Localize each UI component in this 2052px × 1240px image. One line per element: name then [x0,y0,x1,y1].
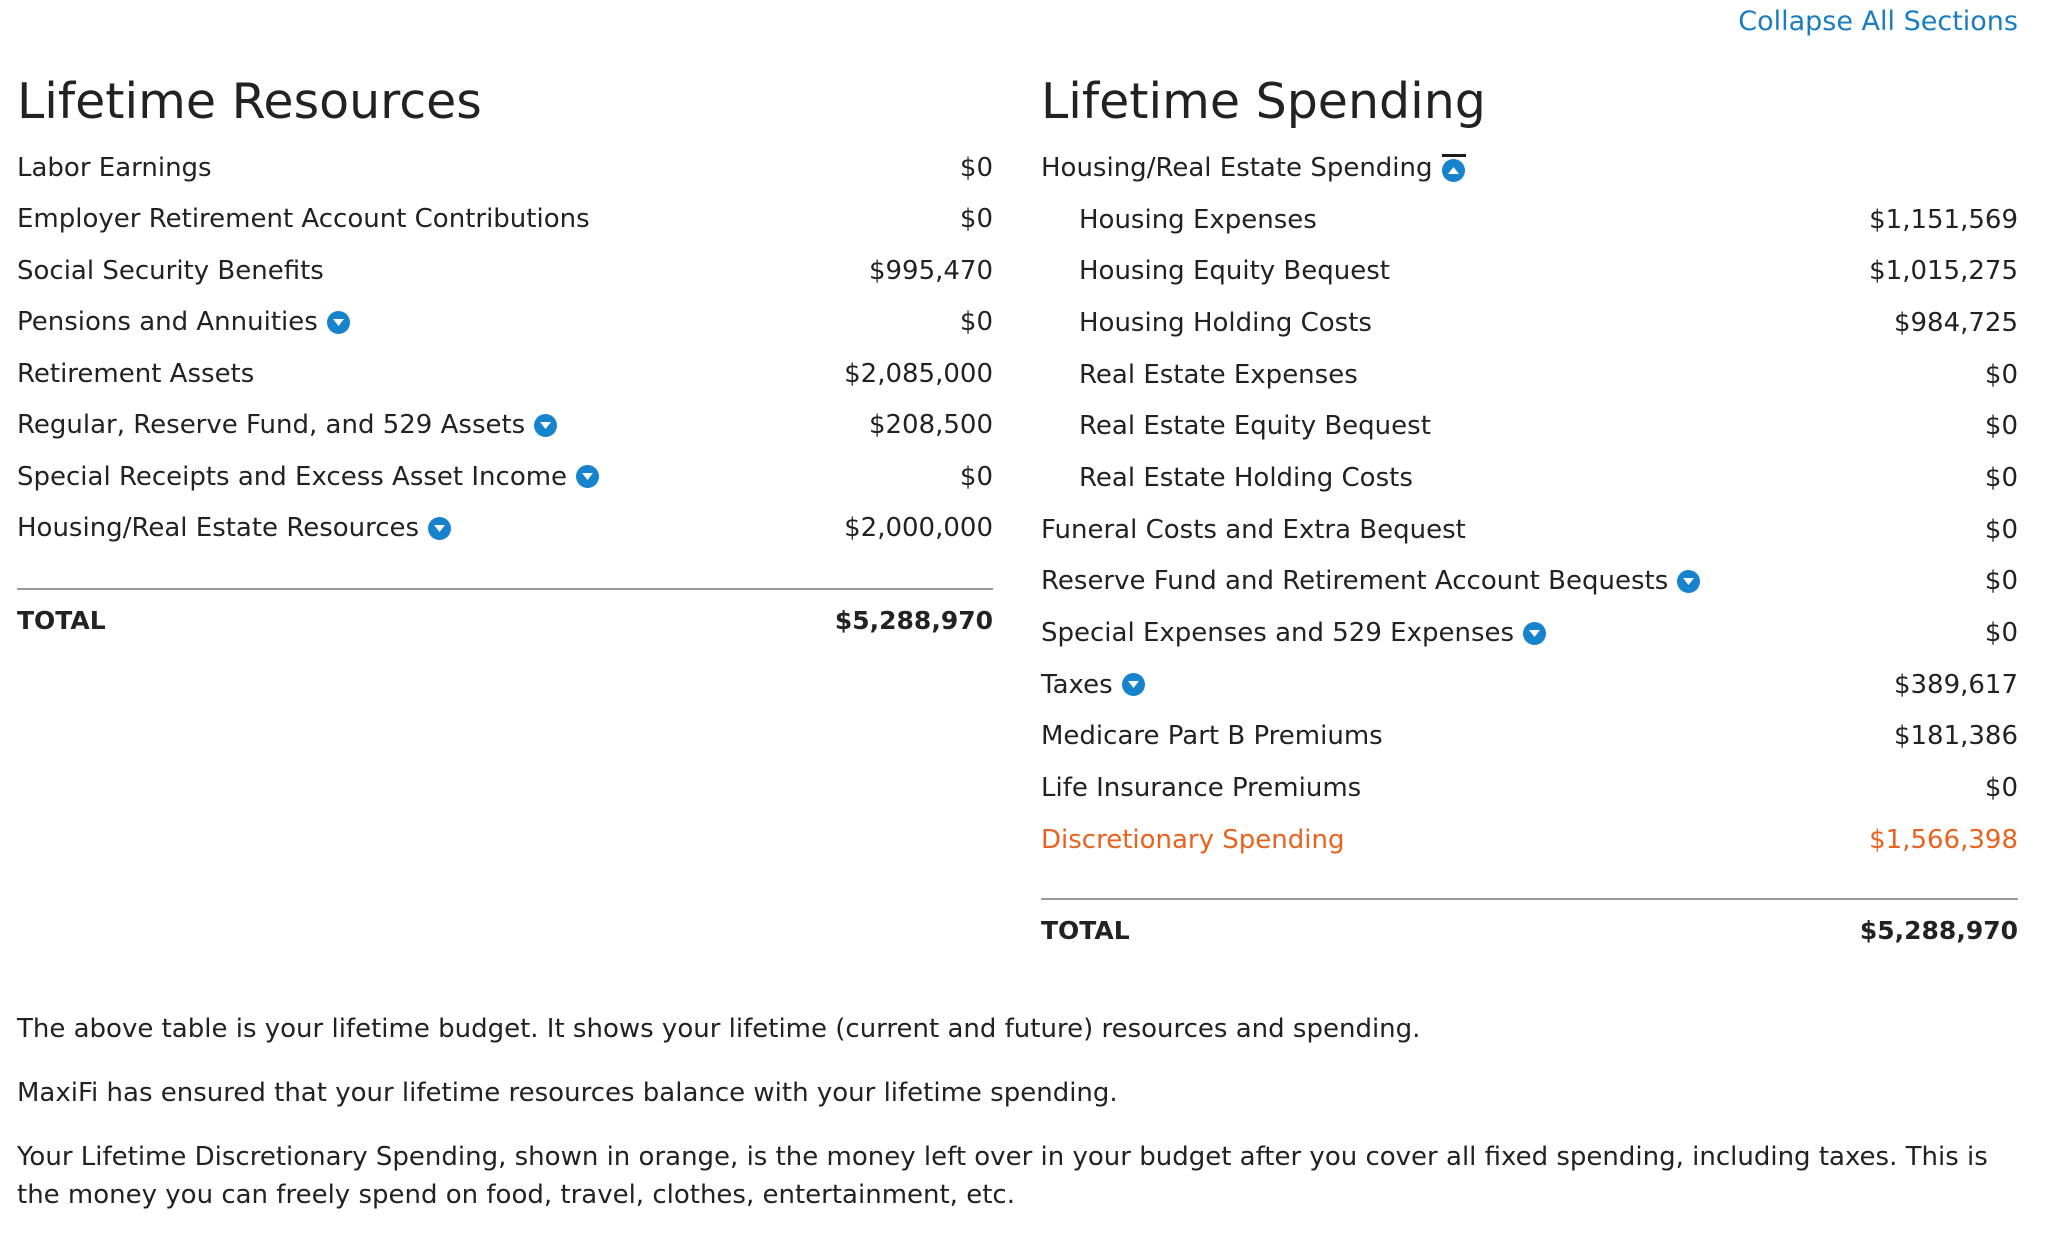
row-label: Funeral Costs and Extra Bequest [1041,514,1466,545]
lifetime-resources-section: Lifetime Resources Labor Earnings $0 Emp… [17,72,993,635]
row-value: $0 [959,461,993,492]
chevron-down-icon[interactable] [534,413,558,437]
chevron-down-icon[interactable] [1677,569,1701,593]
row-value: $0 [959,307,993,338]
row-label: Labor Earnings [17,152,212,183]
row-value: $1,566,398 [1869,824,2018,855]
row-value: $0 [1984,514,2018,545]
total-label: TOTAL [1041,915,1130,945]
row-value: $0 [1984,359,2018,390]
row-value: $995,470 [868,255,993,286]
row-value: $0 [959,204,993,235]
row-value: $0 [1984,566,2018,597]
spending-row-housing-holding-costs: Housing Holding Costs $984,725 [1041,297,2018,349]
row-label: Pensions and Annuities [17,307,318,338]
spending-row-housing-equity-bequest: Housing Equity Bequest $1,015,275 [1041,245,2018,297]
row-label: Real Estate Equity Bequest [1079,411,1431,442]
row-label: Regular, Reserve Fund, and 529 Assets [17,410,526,441]
resources-title: Lifetime Resources [17,73,482,130]
spending-row-taxes: Taxes $389,617 [1041,659,2018,711]
lifetime-spending-section: Lifetime Spending Housing/Real Estate Sp… [1041,72,2018,945]
resource-row-pensions: Pensions and Annuities $0 [17,297,993,349]
row-label: Life Insurance Premiums [1041,773,1362,804]
resource-row-employer-contributions: Employer Retirement Account Contribution… [17,194,993,246]
spending-row-housing-expenses: Housing Expenses $1,151,569 [1041,194,2018,246]
row-label: Housing Equity Bequest [1079,256,1390,287]
total-value: $5,288,970 [1859,915,2018,945]
resource-row-labor-earnings: Labor Earnings $0 [17,142,993,194]
row-value: $0 [1984,773,2018,804]
row-value: $1,015,275 [1869,256,2018,287]
resource-row-regular-assets: Regular, Reserve Fund, and 529 Assets $2… [17,400,993,452]
row-label: Housing Expenses [1079,204,1317,235]
chevron-up-icon[interactable] [1441,153,1466,182]
spending-row-funeral-costs: Funeral Costs and Extra Bequest $0 [1041,504,2018,556]
row-label: Special Receipts and Excess Asset Income [17,461,568,492]
spending-row-special-expenses: Special Expenses and 529 Expenses $0 [1041,607,2018,659]
chevron-down-icon[interactable] [576,465,600,489]
note-paragraph: MaxiFi has ensured that your lifetime re… [17,1078,1118,1108]
total-label: TOTAL [17,606,106,635]
row-label: Discretionary Spending [1041,824,1345,855]
row-value: $1,151,569 [1869,204,2018,235]
row-value: $2,085,000 [844,358,993,389]
row-label: Reserve Fund and Retirement Account Bequ… [1041,566,1669,597]
resources-divider [17,588,993,590]
spending-row-reserve-fund-bequests: Reserve Fund and Retirement Account Bequ… [1041,556,2018,608]
row-label: Real Estate Expenses [1079,359,1358,390]
row-label: Taxes [1041,669,1113,700]
resources-total-row: TOTAL $5,288,970 [17,606,993,635]
spending-row-discretionary: Discretionary Spending $1,566,398 [1041,814,2018,866]
total-value: $5,288,970 [834,606,993,635]
row-label: Housing Holding Costs [1079,307,1372,338]
note-paragraph: Your Lifetime Discretionary Spending, sh… [17,1142,1988,1210]
row-label: Housing/Real Estate Resources [17,513,420,544]
resource-row-social-security: Social Security Benefits $995,470 [17,245,993,297]
spending-list: Housing/Real Estate Spending Housing Exp… [1041,142,2018,866]
row-value: $0 [1984,618,2018,649]
row-label: Medicare Part B Premiums [1041,721,1383,752]
row-label: Housing/Real Estate Spending [1041,152,1433,183]
spending-row-real-estate-holding-costs: Real Estate Holding Costs $0 [1041,452,2018,504]
resources-list: Labor Earnings $0 Employer Retirement Ac… [17,142,993,554]
spending-total-row: TOTAL $5,288,970 [1041,916,2018,945]
row-value: $2,000,000 [844,513,993,544]
resource-row-housing-resources: Housing/Real Estate Resources $2,000,000 [17,503,993,555]
row-value: $389,617 [1893,669,2018,700]
row-value: $0 [1984,411,2018,442]
row-label: Employer Retirement Account Contribution… [17,204,590,235]
spending-row-real-estate-expenses: Real Estate Expenses $0 [1041,349,2018,401]
row-value: $208,500 [868,410,993,441]
row-label: Social Security Benefits [17,255,324,286]
spending-title: Lifetime Spending [1041,73,1486,130]
spending-divider [1041,897,2018,900]
row-value: $0 [959,152,993,183]
collapse-all-sections-link[interactable]: Collapse All Sections [1738,6,2018,37]
row-label: Real Estate Holding Costs [1079,462,1413,493]
chevron-down-icon[interactable] [428,516,452,540]
chevron-down-icon[interactable] [1121,673,1145,697]
row-value: $984,725 [1893,307,2018,338]
resource-row-retirement-assets: Retirement Assets $2,085,000 [17,348,993,400]
chevron-down-icon[interactable] [1523,621,1547,645]
row-value: $181,386 [1893,721,2018,752]
spending-row-medicare-part-b: Medicare Part B Premiums $181,386 [1041,711,2018,763]
spending-row-housing-real-estate: Housing/Real Estate Spending [1041,142,2018,194]
budget-notes: The above table is your lifetime budget.… [17,1010,2007,1240]
spending-row-real-estate-equity-bequest: Real Estate Equity Bequest $0 [1041,400,2018,452]
row-value: $0 [1984,462,2018,493]
chevron-down-icon[interactable] [326,310,350,334]
row-label: Special Expenses and 529 Expenses [1041,618,1515,649]
spending-row-life-insurance: Life Insurance Premiums $0 [1041,762,2018,814]
note-paragraph: The above table is your lifetime budget.… [17,1014,1421,1044]
resource-row-special-receipts: Special Receipts and Excess Asset Income… [17,451,993,503]
row-label: Retirement Assets [17,358,255,389]
